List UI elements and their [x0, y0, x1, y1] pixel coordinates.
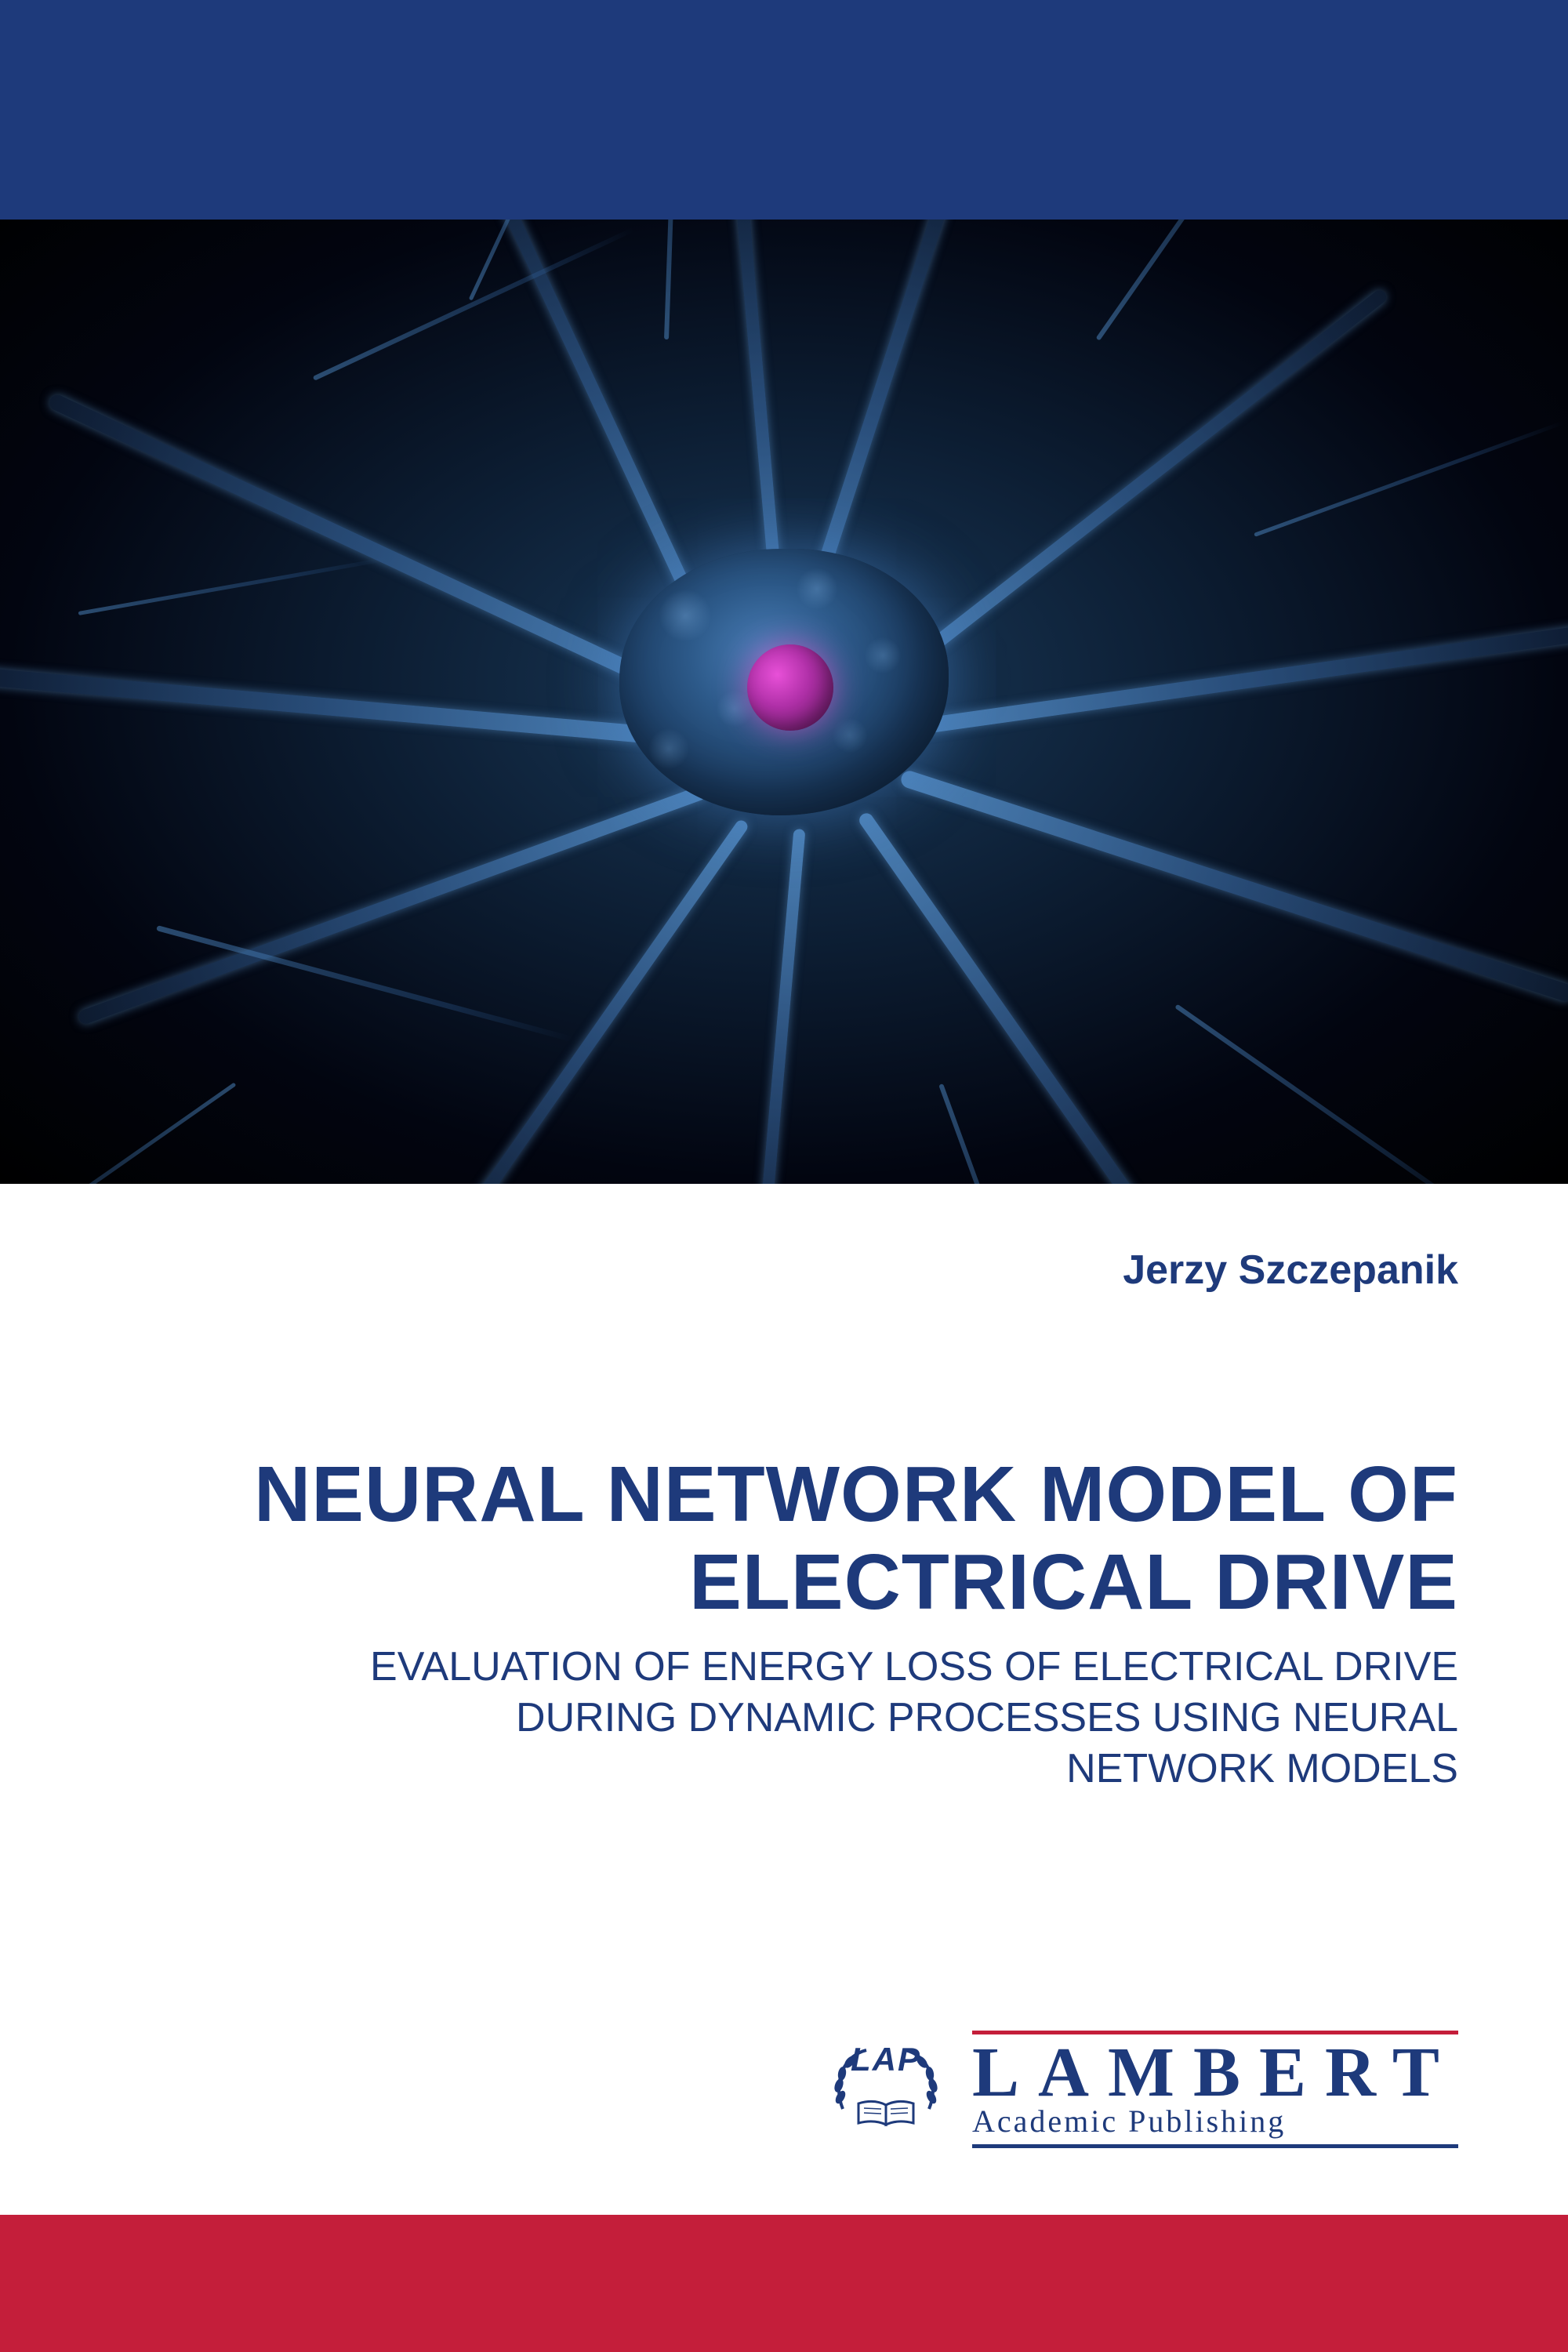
neuron-illustration	[0, 220, 1568, 1184]
dendrite	[750, 829, 806, 1184]
dendrite-branch	[938, 1083, 1055, 1184]
dendrite-branch	[664, 220, 681, 339]
dendrite	[899, 769, 1568, 1004]
author-name: Jerzy Szczepanik	[110, 1247, 1474, 1294]
subtitle-line: EVALUATION OF ENERGY LOSS OF ELECTRICAL …	[370, 1644, 1458, 1690]
neuron-nucleus	[747, 644, 833, 731]
dendrite-branch	[313, 227, 634, 381]
book-title: NEURAL NETWORK MODEL OF ELECTRICAL DRIVE	[110, 1450, 1474, 1626]
lambert-blue-rule	[972, 2144, 1458, 2148]
lap-emblem: LAP	[823, 2034, 949, 2144]
dendrite	[0, 666, 683, 746]
title-line: NEURAL NETWORK MODEL OF	[254, 1450, 1458, 1538]
dendrite-branch	[156, 925, 574, 1042]
neuron-cell-body	[619, 549, 949, 815]
publisher-name: LAMBERT	[972, 2039, 1458, 2107]
open-book-icon	[855, 2097, 917, 2129]
publisher-logo: LAP LAMBERT Academic Publishing	[823, 2031, 1458, 2149]
book-subtitle: EVALUATION OF ENERGY LOSS OF ELECTRICAL …	[110, 1642, 1474, 1795]
lap-emblem-text: LAP	[851, 2041, 921, 2078]
dendrite-branch	[1096, 220, 1325, 341]
dendrite-branch	[1174, 1004, 1486, 1184]
lambert-wordmark: LAMBERT Academic Publishing	[972, 2031, 1458, 2149]
dendrite	[47, 393, 693, 705]
dendrite-branch	[0, 1082, 236, 1184]
subtitle-line: DURING DYNAMIC PROCESSES USING NEURAL	[516, 1695, 1458, 1740]
text-content-area: Jerzy Szczepanik NEURAL NETWORK MODEL OF…	[0, 1184, 1568, 1795]
top-blue-bar	[0, 0, 1568, 220]
dendrite	[874, 288, 1389, 694]
dendrite-branch	[1254, 421, 1564, 537]
bottom-red-bar	[0, 2215, 1568, 2352]
publisher-tagline: Academic Publishing	[972, 2103, 1458, 2140]
title-line: ELECTRICAL DRIVE	[689, 1538, 1458, 1626]
dendrite-branch	[78, 557, 388, 615]
dendrite	[901, 626, 1568, 737]
subtitle-line: NETWORK MODELS	[1066, 1746, 1458, 1791]
